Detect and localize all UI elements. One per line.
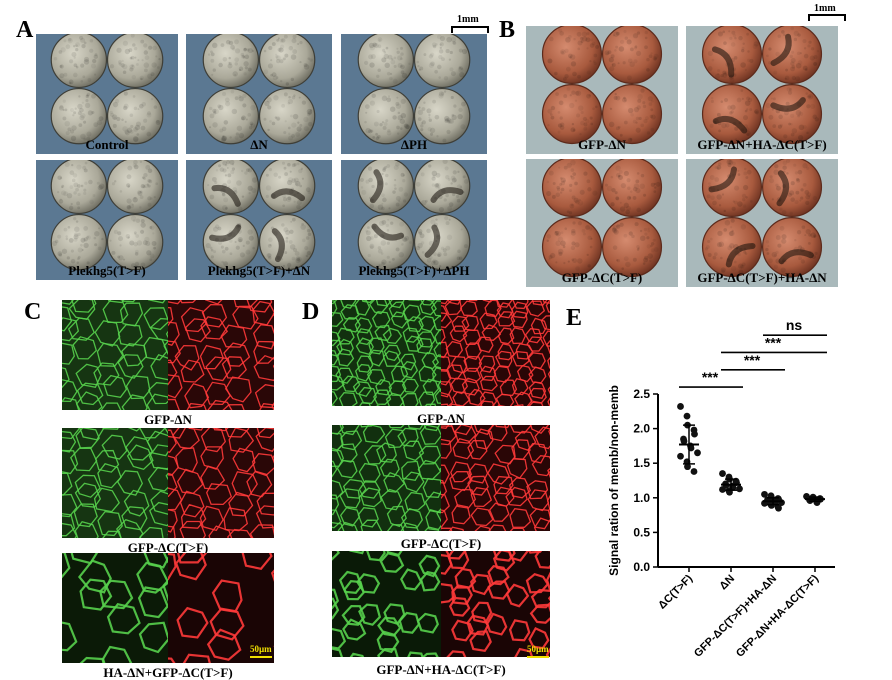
panel-d-caption: GFP-ΔN (417, 412, 465, 425)
panel-a-scale-text: 1mm (457, 15, 479, 25)
panel-a-label: A (16, 18, 33, 42)
embryo (108, 34, 163, 87)
panel-b-tile (526, 159, 678, 287)
y-tick-label: 0.5 (633, 525, 650, 539)
data-point (691, 468, 698, 475)
x-tick-label: GFP-ΔC(T>F)+HA-ΔN (692, 573, 779, 660)
panel-b-caption: GFP-ΔC(T>F)+HA-ΔN (697, 271, 826, 284)
panel-b-label: B (499, 18, 515, 42)
y-tick-label: 1.5 (633, 456, 650, 470)
embryo (51, 34, 106, 87)
panel-d-label: D (302, 300, 319, 324)
panel-c-image (62, 428, 274, 538)
significance-label: *** (744, 352, 761, 368)
embryo (51, 215, 106, 270)
panel-d-caption: GFP-ΔN+HA-ΔC(T>F) (376, 663, 505, 676)
panel-a-tile (36, 160, 178, 280)
panel-a-tile (186, 160, 332, 280)
y-tick-label: 0.0 (633, 560, 650, 574)
panel-b-caption: GFP-ΔC(T>F) (562, 271, 643, 284)
significance-label: *** (765, 334, 782, 350)
data-point (677, 453, 684, 460)
data-point (719, 470, 726, 477)
data-point (677, 403, 684, 410)
panel-b-tile (526, 26, 678, 154)
y-tick-label: 2.5 (633, 387, 650, 401)
panel-d-image (332, 300, 550, 406)
data-point (694, 449, 701, 456)
panel-b-scale-bar (808, 14, 846, 21)
embryo (763, 218, 822, 277)
embryo (603, 218, 662, 277)
scale-bar (527, 656, 549, 658)
panel-a-caption: ΔPH (401, 138, 427, 151)
x-tick-label: ΔC(T>F) (656, 572, 695, 611)
panel-c-image (62, 553, 274, 663)
x-tick-label: GFP-ΔN+HA-ΔC(T>F) (734, 572, 821, 659)
x-tick-label: ΔN (717, 573, 737, 593)
panel-b-tile (686, 159, 838, 287)
panel-b-caption: GFP-ΔN+HA-ΔC(T>F) (697, 138, 826, 151)
significance-label: ns (786, 317, 803, 333)
data-point (775, 505, 782, 512)
panel-a-tile (341, 160, 487, 280)
data-point (719, 486, 726, 493)
panel-d-caption: GFP-ΔC(T>F) (401, 537, 482, 550)
panel-a-tile (341, 34, 487, 154)
y-axis-label: Signal ration of memb/non-memb (607, 385, 621, 576)
panel-b-caption: GFP-ΔN (578, 138, 626, 151)
scale-bar-label: 50µm (250, 645, 272, 654)
data-point (736, 485, 743, 492)
panel-e-chart: 0.0 0.5 1.0 1.5 2.0 2.5 Signal ration of memb/… (580, 290, 880, 670)
data-point (691, 431, 698, 438)
panel-a-tile (36, 34, 178, 154)
scale-bar (250, 656, 272, 658)
scale-bar-label: 50µm (527, 645, 549, 654)
significance-label: *** (702, 369, 719, 385)
embryo (260, 89, 315, 144)
panel-d-image (332, 551, 550, 657)
y-tick-label: 2.0 (633, 422, 650, 436)
embryo (763, 159, 822, 216)
panel-c-caption: GFP-ΔN (144, 413, 192, 426)
data-point (684, 413, 691, 420)
panel-a-tile (186, 34, 332, 154)
data-point (681, 438, 688, 445)
y-tick-label: 1.0 (633, 491, 650, 505)
panel-a-caption: Plekhg5(T>F)+ΔPH (358, 264, 469, 277)
panel-a-caption: Plekhg5(T>F) (68, 264, 145, 277)
panel-d-image (332, 425, 550, 531)
panel-a-caption: Control (85, 138, 128, 151)
panel-b-tile (686, 26, 838, 154)
panel-a-caption: Plekhg5(T>F)+ΔN (208, 264, 310, 277)
panel-a-caption: ΔN (250, 138, 268, 151)
panel-a-scale-bar (451, 26, 489, 33)
panel-c-caption: HA-ΔN+GFP-ΔC(T>F) (103, 666, 232, 679)
panel-b-scale-text: 1mm (814, 4, 836, 14)
embryo (763, 26, 822, 83)
panel-c-image (62, 300, 274, 410)
embryo (260, 34, 315, 87)
panel-c-label: C (24, 300, 41, 324)
